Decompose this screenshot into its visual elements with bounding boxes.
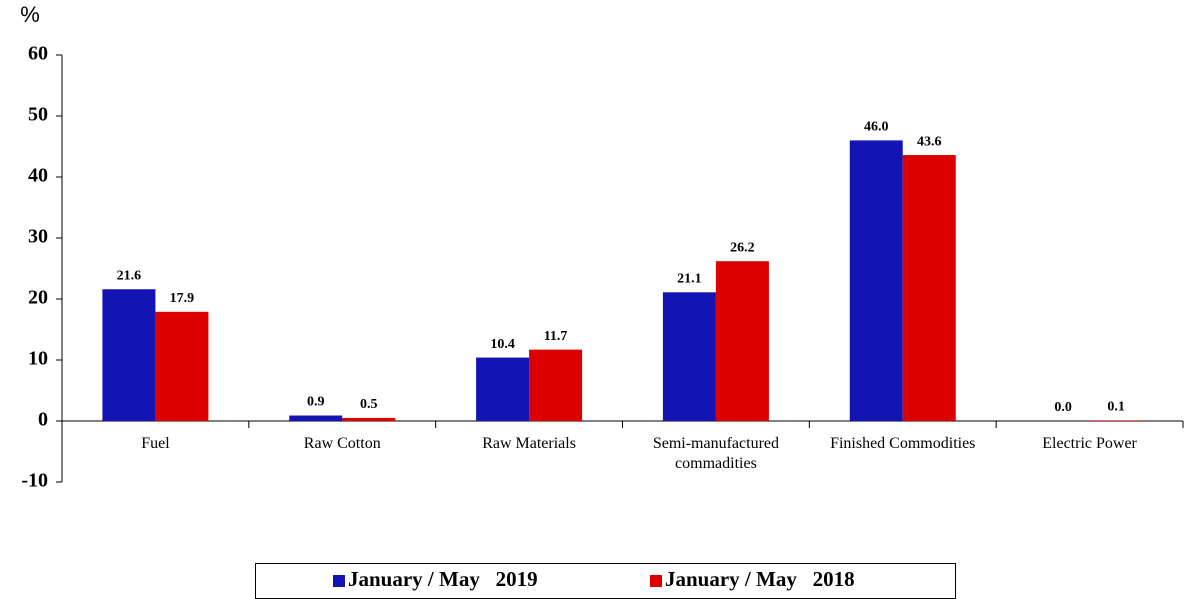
data-label: 43.6 bbox=[917, 134, 942, 149]
bar bbox=[662, 292, 716, 421]
y-tick-label: 30 bbox=[28, 226, 48, 248]
data-label: 46.0 bbox=[864, 120, 889, 135]
data-label: 0.0 bbox=[1054, 400, 1072, 415]
data-label: 26.2 bbox=[730, 240, 755, 255]
legend-swatch bbox=[650, 575, 662, 587]
y-tick-label: 10 bbox=[28, 348, 48, 370]
data-label: 11.7 bbox=[544, 329, 568, 344]
data-label: 0.1 bbox=[1107, 400, 1125, 415]
x-tick-label: Raw Cotton bbox=[303, 435, 381, 452]
y-tick-label: 20 bbox=[28, 287, 48, 309]
y-tick-label: 50 bbox=[28, 104, 48, 126]
bar bbox=[289, 415, 343, 421]
bar bbox=[102, 289, 156, 421]
bar bbox=[715, 261, 769, 421]
legend-swatch bbox=[333, 575, 345, 587]
x-tick-label: Electric Power bbox=[1042, 435, 1137, 452]
data-label: 10.4 bbox=[490, 337, 515, 352]
data-label: 21.1 bbox=[677, 272, 702, 287]
y-tick-label: 60 bbox=[28, 43, 48, 65]
bar bbox=[902, 155, 956, 422]
data-label: 0.9 bbox=[307, 395, 325, 410]
y-tick-label: -10 bbox=[21, 470, 48, 492]
data-label: 17.9 bbox=[170, 291, 195, 306]
x-tick-label: Finished Commodities bbox=[830, 435, 976, 452]
bar bbox=[849, 140, 903, 421]
legend-label: January / May 2018 bbox=[665, 567, 855, 591]
data-label: 0.5 bbox=[360, 397, 378, 412]
bar bbox=[529, 349, 583, 421]
bar bbox=[476, 357, 530, 421]
data-label: 21.6 bbox=[117, 268, 142, 283]
x-tick-label: Fuel bbox=[141, 435, 170, 452]
bar bbox=[1089, 420, 1143, 421]
bar bbox=[342, 417, 396, 421]
x-tick-label: Semi-manufactured commadities bbox=[652, 435, 779, 472]
y-axis-label: % bbox=[20, 2, 40, 27]
legend-label: January / May 2019 bbox=[348, 567, 538, 591]
y-tick-label: 0 bbox=[38, 409, 48, 431]
bar bbox=[155, 311, 209, 421]
y-tick-label: 40 bbox=[28, 165, 48, 187]
x-tick-label: Raw Materials bbox=[482, 435, 576, 452]
